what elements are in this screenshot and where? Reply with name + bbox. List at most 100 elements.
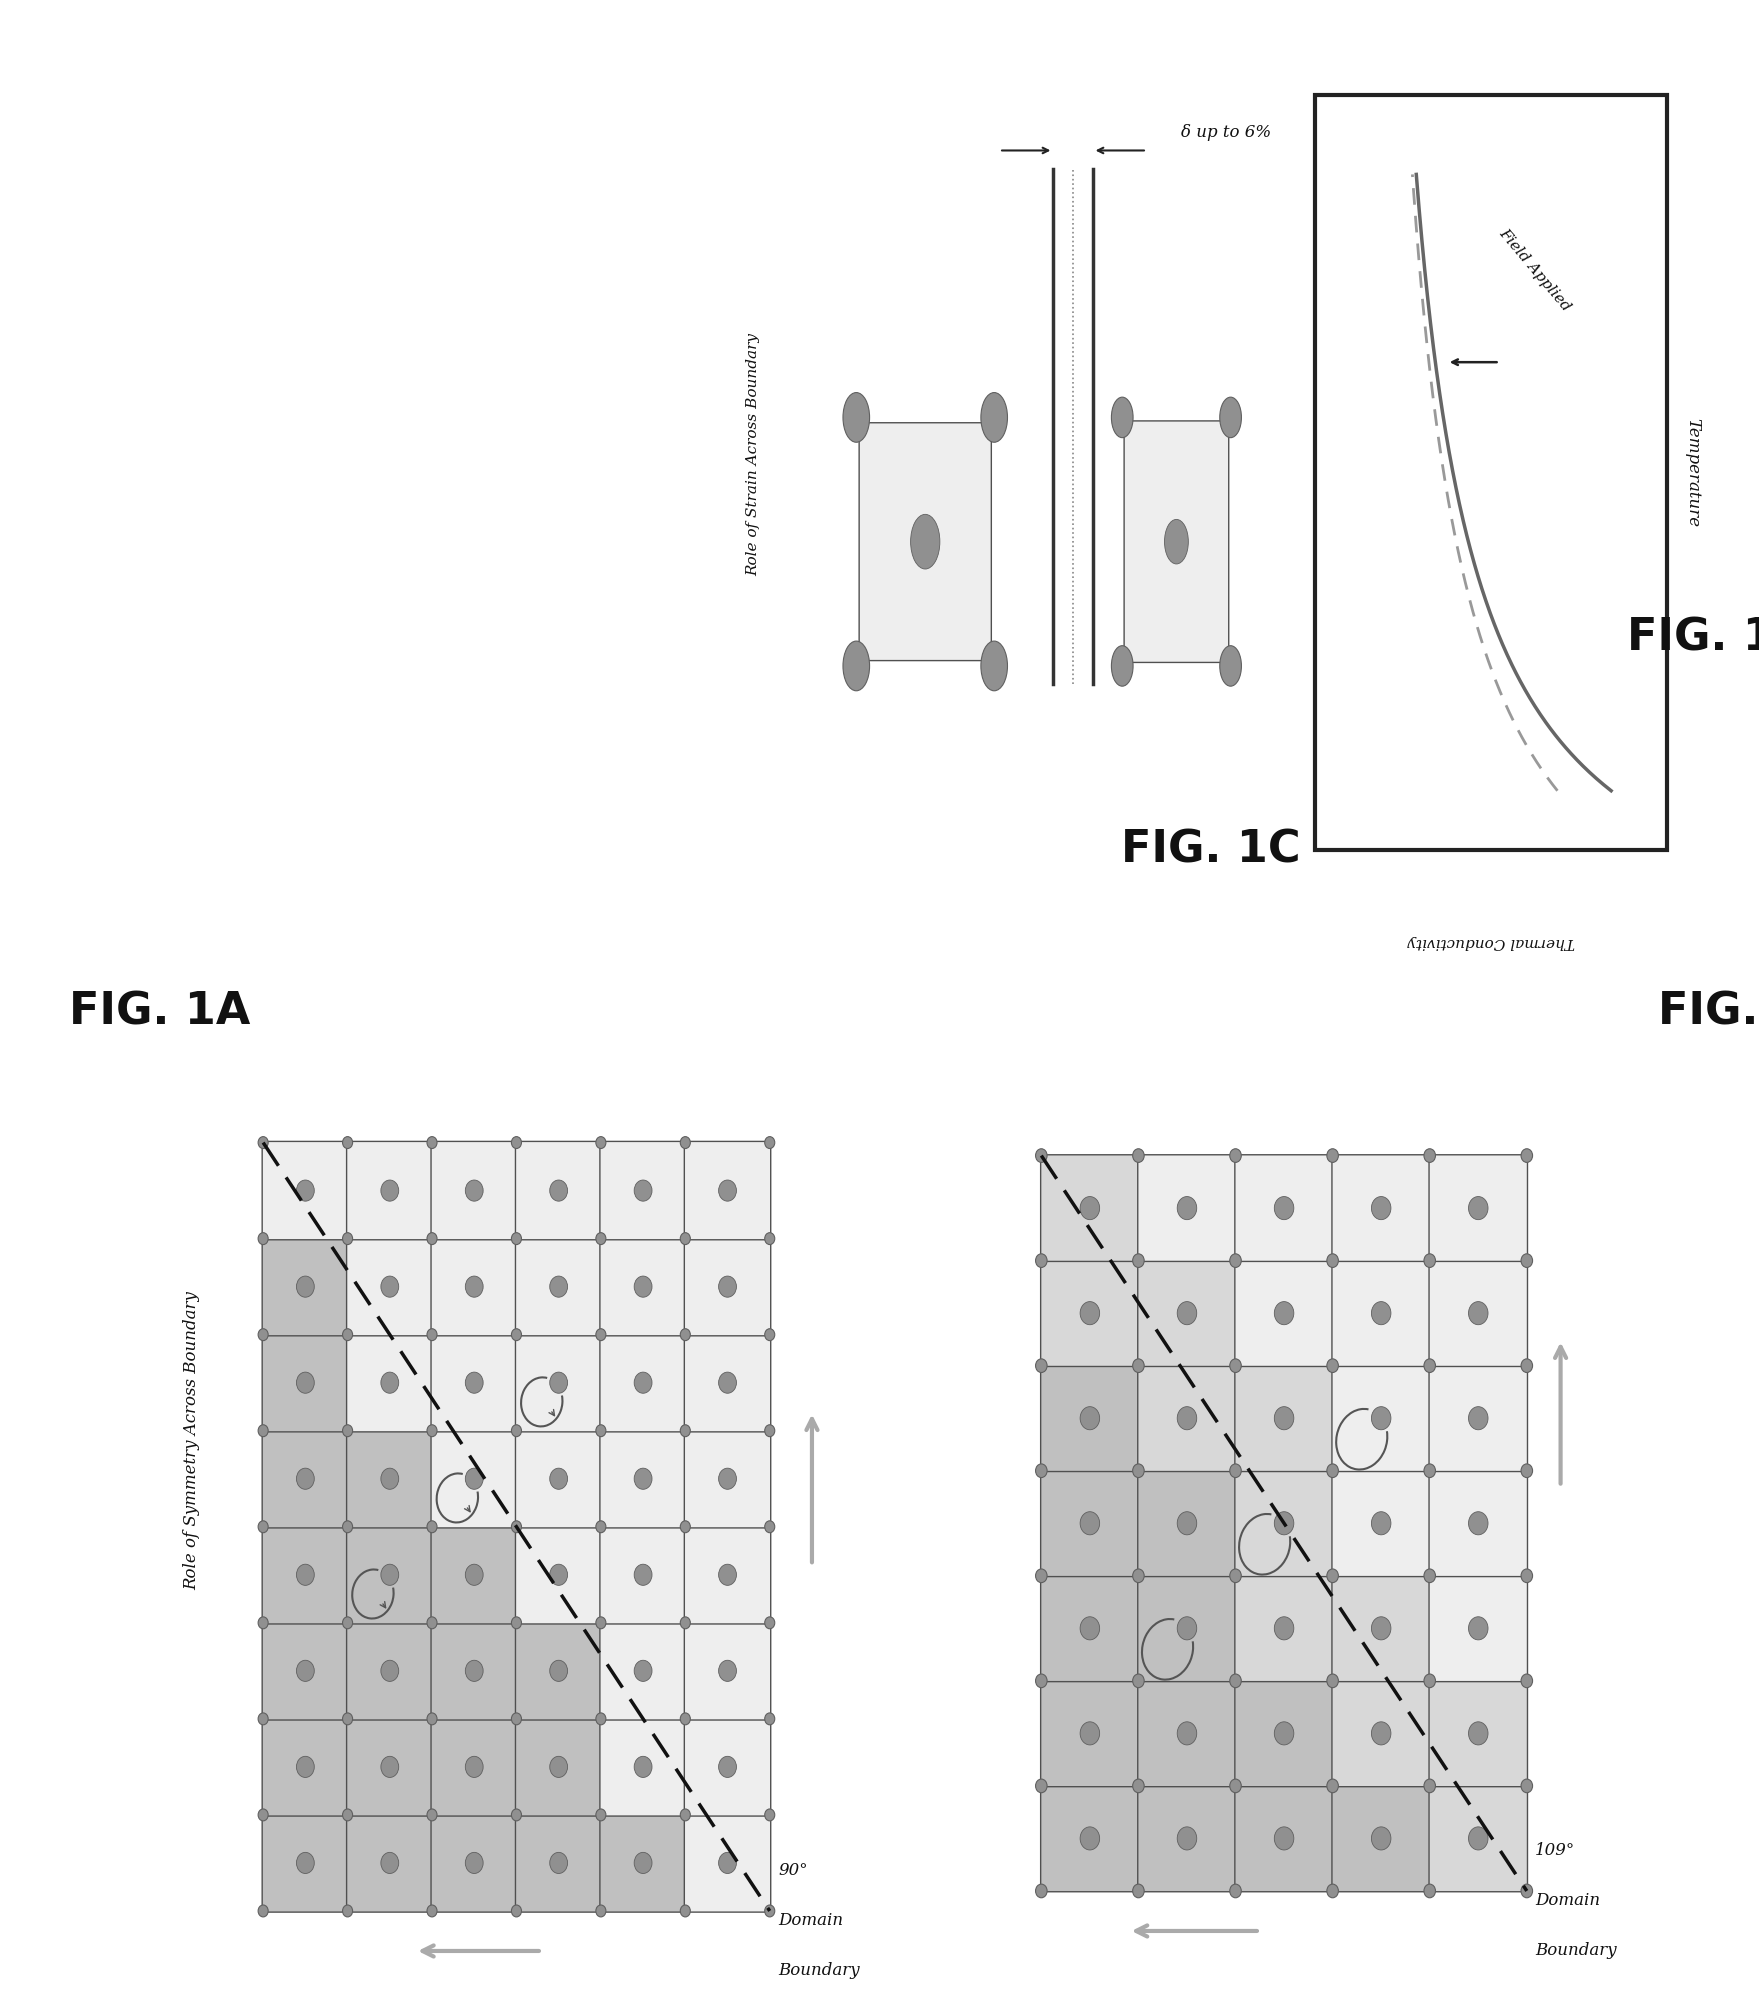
Circle shape	[1326, 1885, 1339, 1897]
Circle shape	[1036, 1149, 1047, 1163]
Circle shape	[382, 1565, 399, 1585]
Circle shape	[512, 1425, 521, 1437]
Circle shape	[596, 1905, 605, 1917]
FancyBboxPatch shape	[1332, 1261, 1430, 1367]
Circle shape	[1036, 1569, 1047, 1583]
Circle shape	[427, 1329, 436, 1341]
Circle shape	[1274, 1617, 1295, 1641]
FancyBboxPatch shape	[684, 1525, 770, 1625]
FancyBboxPatch shape	[1235, 1365, 1333, 1471]
Circle shape	[1036, 1359, 1047, 1373]
Text: FIG. 1A: FIG. 1A	[69, 990, 250, 1033]
Circle shape	[1469, 1301, 1488, 1325]
FancyBboxPatch shape	[515, 1237, 602, 1337]
FancyBboxPatch shape	[600, 1333, 686, 1433]
Circle shape	[1230, 1885, 1242, 1897]
Circle shape	[765, 1809, 774, 1821]
Circle shape	[635, 1565, 653, 1585]
FancyBboxPatch shape	[1332, 1681, 1430, 1787]
FancyBboxPatch shape	[262, 1621, 348, 1721]
Circle shape	[1425, 1255, 1435, 1267]
Circle shape	[1425, 1359, 1435, 1373]
Circle shape	[1036, 1885, 1047, 1897]
Circle shape	[1326, 1149, 1339, 1163]
Circle shape	[1326, 1465, 1339, 1477]
Circle shape	[1036, 1465, 1047, 1477]
Circle shape	[427, 1425, 436, 1437]
Circle shape	[1522, 1149, 1532, 1163]
FancyBboxPatch shape	[1332, 1575, 1430, 1681]
FancyBboxPatch shape	[1428, 1261, 1527, 1367]
FancyBboxPatch shape	[600, 1621, 686, 1721]
Circle shape	[512, 1617, 521, 1629]
Circle shape	[596, 1521, 605, 1533]
Circle shape	[1274, 1511, 1295, 1535]
Circle shape	[382, 1373, 399, 1393]
Circle shape	[343, 1233, 352, 1245]
Circle shape	[1372, 1827, 1391, 1851]
FancyBboxPatch shape	[1235, 1155, 1333, 1261]
Circle shape	[1326, 1359, 1339, 1373]
Circle shape	[719, 1853, 737, 1873]
Text: FIG. 1C: FIG. 1C	[1120, 828, 1300, 872]
Circle shape	[1080, 1617, 1099, 1641]
Circle shape	[1425, 1675, 1435, 1687]
FancyBboxPatch shape	[515, 1813, 602, 1913]
FancyBboxPatch shape	[684, 1333, 770, 1433]
FancyBboxPatch shape	[1138, 1365, 1237, 1471]
FancyBboxPatch shape	[347, 1525, 433, 1625]
Circle shape	[343, 1617, 352, 1629]
Circle shape	[382, 1469, 399, 1489]
FancyBboxPatch shape	[1332, 1471, 1430, 1577]
FancyBboxPatch shape	[1138, 1471, 1237, 1577]
Circle shape	[1522, 1569, 1532, 1583]
Circle shape	[297, 1757, 315, 1777]
Circle shape	[1133, 1255, 1143, 1267]
Circle shape	[466, 1469, 484, 1489]
Circle shape	[1133, 1569, 1143, 1583]
Circle shape	[1230, 1569, 1242, 1583]
FancyBboxPatch shape	[600, 1525, 686, 1625]
Circle shape	[681, 1521, 690, 1533]
Circle shape	[551, 1853, 568, 1873]
Circle shape	[427, 1233, 436, 1245]
FancyBboxPatch shape	[262, 1429, 348, 1529]
Circle shape	[1177, 1827, 1196, 1851]
Circle shape	[297, 1277, 315, 1297]
Circle shape	[1522, 1359, 1532, 1373]
Text: Boundary: Boundary	[777, 1963, 860, 1979]
Circle shape	[1177, 1301, 1196, 1325]
FancyBboxPatch shape	[431, 1717, 517, 1817]
Circle shape	[1164, 520, 1189, 564]
Circle shape	[466, 1277, 484, 1297]
Circle shape	[1080, 1827, 1099, 1851]
Circle shape	[1219, 646, 1242, 686]
FancyBboxPatch shape	[262, 1237, 348, 1337]
FancyBboxPatch shape	[684, 1429, 770, 1529]
Circle shape	[635, 1181, 653, 1201]
FancyBboxPatch shape	[1332, 1365, 1430, 1471]
FancyBboxPatch shape	[1428, 1471, 1527, 1577]
Circle shape	[681, 1329, 690, 1341]
Circle shape	[512, 1329, 521, 1341]
Circle shape	[512, 1137, 521, 1149]
Circle shape	[1372, 1721, 1391, 1745]
Circle shape	[719, 1181, 737, 1201]
Circle shape	[1230, 1359, 1242, 1373]
Circle shape	[466, 1565, 484, 1585]
Circle shape	[382, 1181, 399, 1201]
Circle shape	[259, 1713, 267, 1725]
Circle shape	[259, 1329, 267, 1341]
FancyBboxPatch shape	[1138, 1681, 1237, 1787]
FancyBboxPatch shape	[347, 1717, 433, 1817]
FancyBboxPatch shape	[1138, 1261, 1237, 1367]
Circle shape	[343, 1905, 352, 1917]
Circle shape	[1274, 1197, 1295, 1221]
Circle shape	[1372, 1407, 1391, 1431]
Circle shape	[1080, 1511, 1099, 1535]
Circle shape	[1133, 1359, 1143, 1373]
Circle shape	[1230, 1255, 1242, 1267]
Circle shape	[1469, 1197, 1488, 1221]
Circle shape	[551, 1565, 568, 1585]
Circle shape	[427, 1713, 436, 1725]
